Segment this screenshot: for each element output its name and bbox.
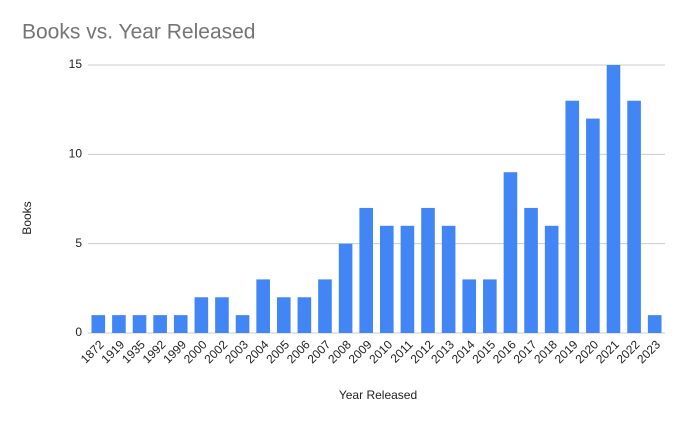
bar bbox=[215, 297, 229, 333]
y-axis-label: Books bbox=[20, 201, 34, 234]
bar bbox=[235, 315, 250, 333]
y-tick-label: 5 bbox=[75, 236, 82, 250]
bar bbox=[503, 172, 518, 333]
bar bbox=[483, 279, 497, 333]
bar bbox=[462, 279, 477, 333]
y-tick-label: 0 bbox=[75, 325, 82, 339]
bar bbox=[276, 297, 291, 333]
chart-title: Books vs. Year Released bbox=[22, 21, 255, 44]
bar bbox=[91, 315, 106, 333]
bar bbox=[359, 207, 373, 333]
bar bbox=[647, 315, 662, 333]
bar bbox=[586, 118, 600, 333]
bar bbox=[524, 207, 538, 333]
y-tick-label: 10 bbox=[69, 147, 83, 161]
bar bbox=[112, 315, 126, 333]
bar bbox=[318, 279, 332, 333]
bar bbox=[194, 297, 209, 333]
bar bbox=[173, 315, 188, 333]
bar bbox=[380, 225, 394, 333]
bar bbox=[421, 207, 435, 333]
bar bbox=[153, 315, 167, 333]
bar bbox=[132, 315, 147, 333]
bar bbox=[400, 225, 415, 333]
bar bbox=[256, 279, 270, 333]
bar bbox=[338, 243, 353, 333]
bar bbox=[297, 297, 312, 333]
bar bbox=[441, 225, 456, 333]
bar bbox=[606, 65, 621, 333]
bar bbox=[544, 225, 559, 333]
x-axis-label: Year Released bbox=[339, 388, 417, 402]
bar bbox=[565, 100, 580, 333]
bar bbox=[627, 100, 641, 333]
y-tick-label: 15 bbox=[69, 57, 83, 71]
